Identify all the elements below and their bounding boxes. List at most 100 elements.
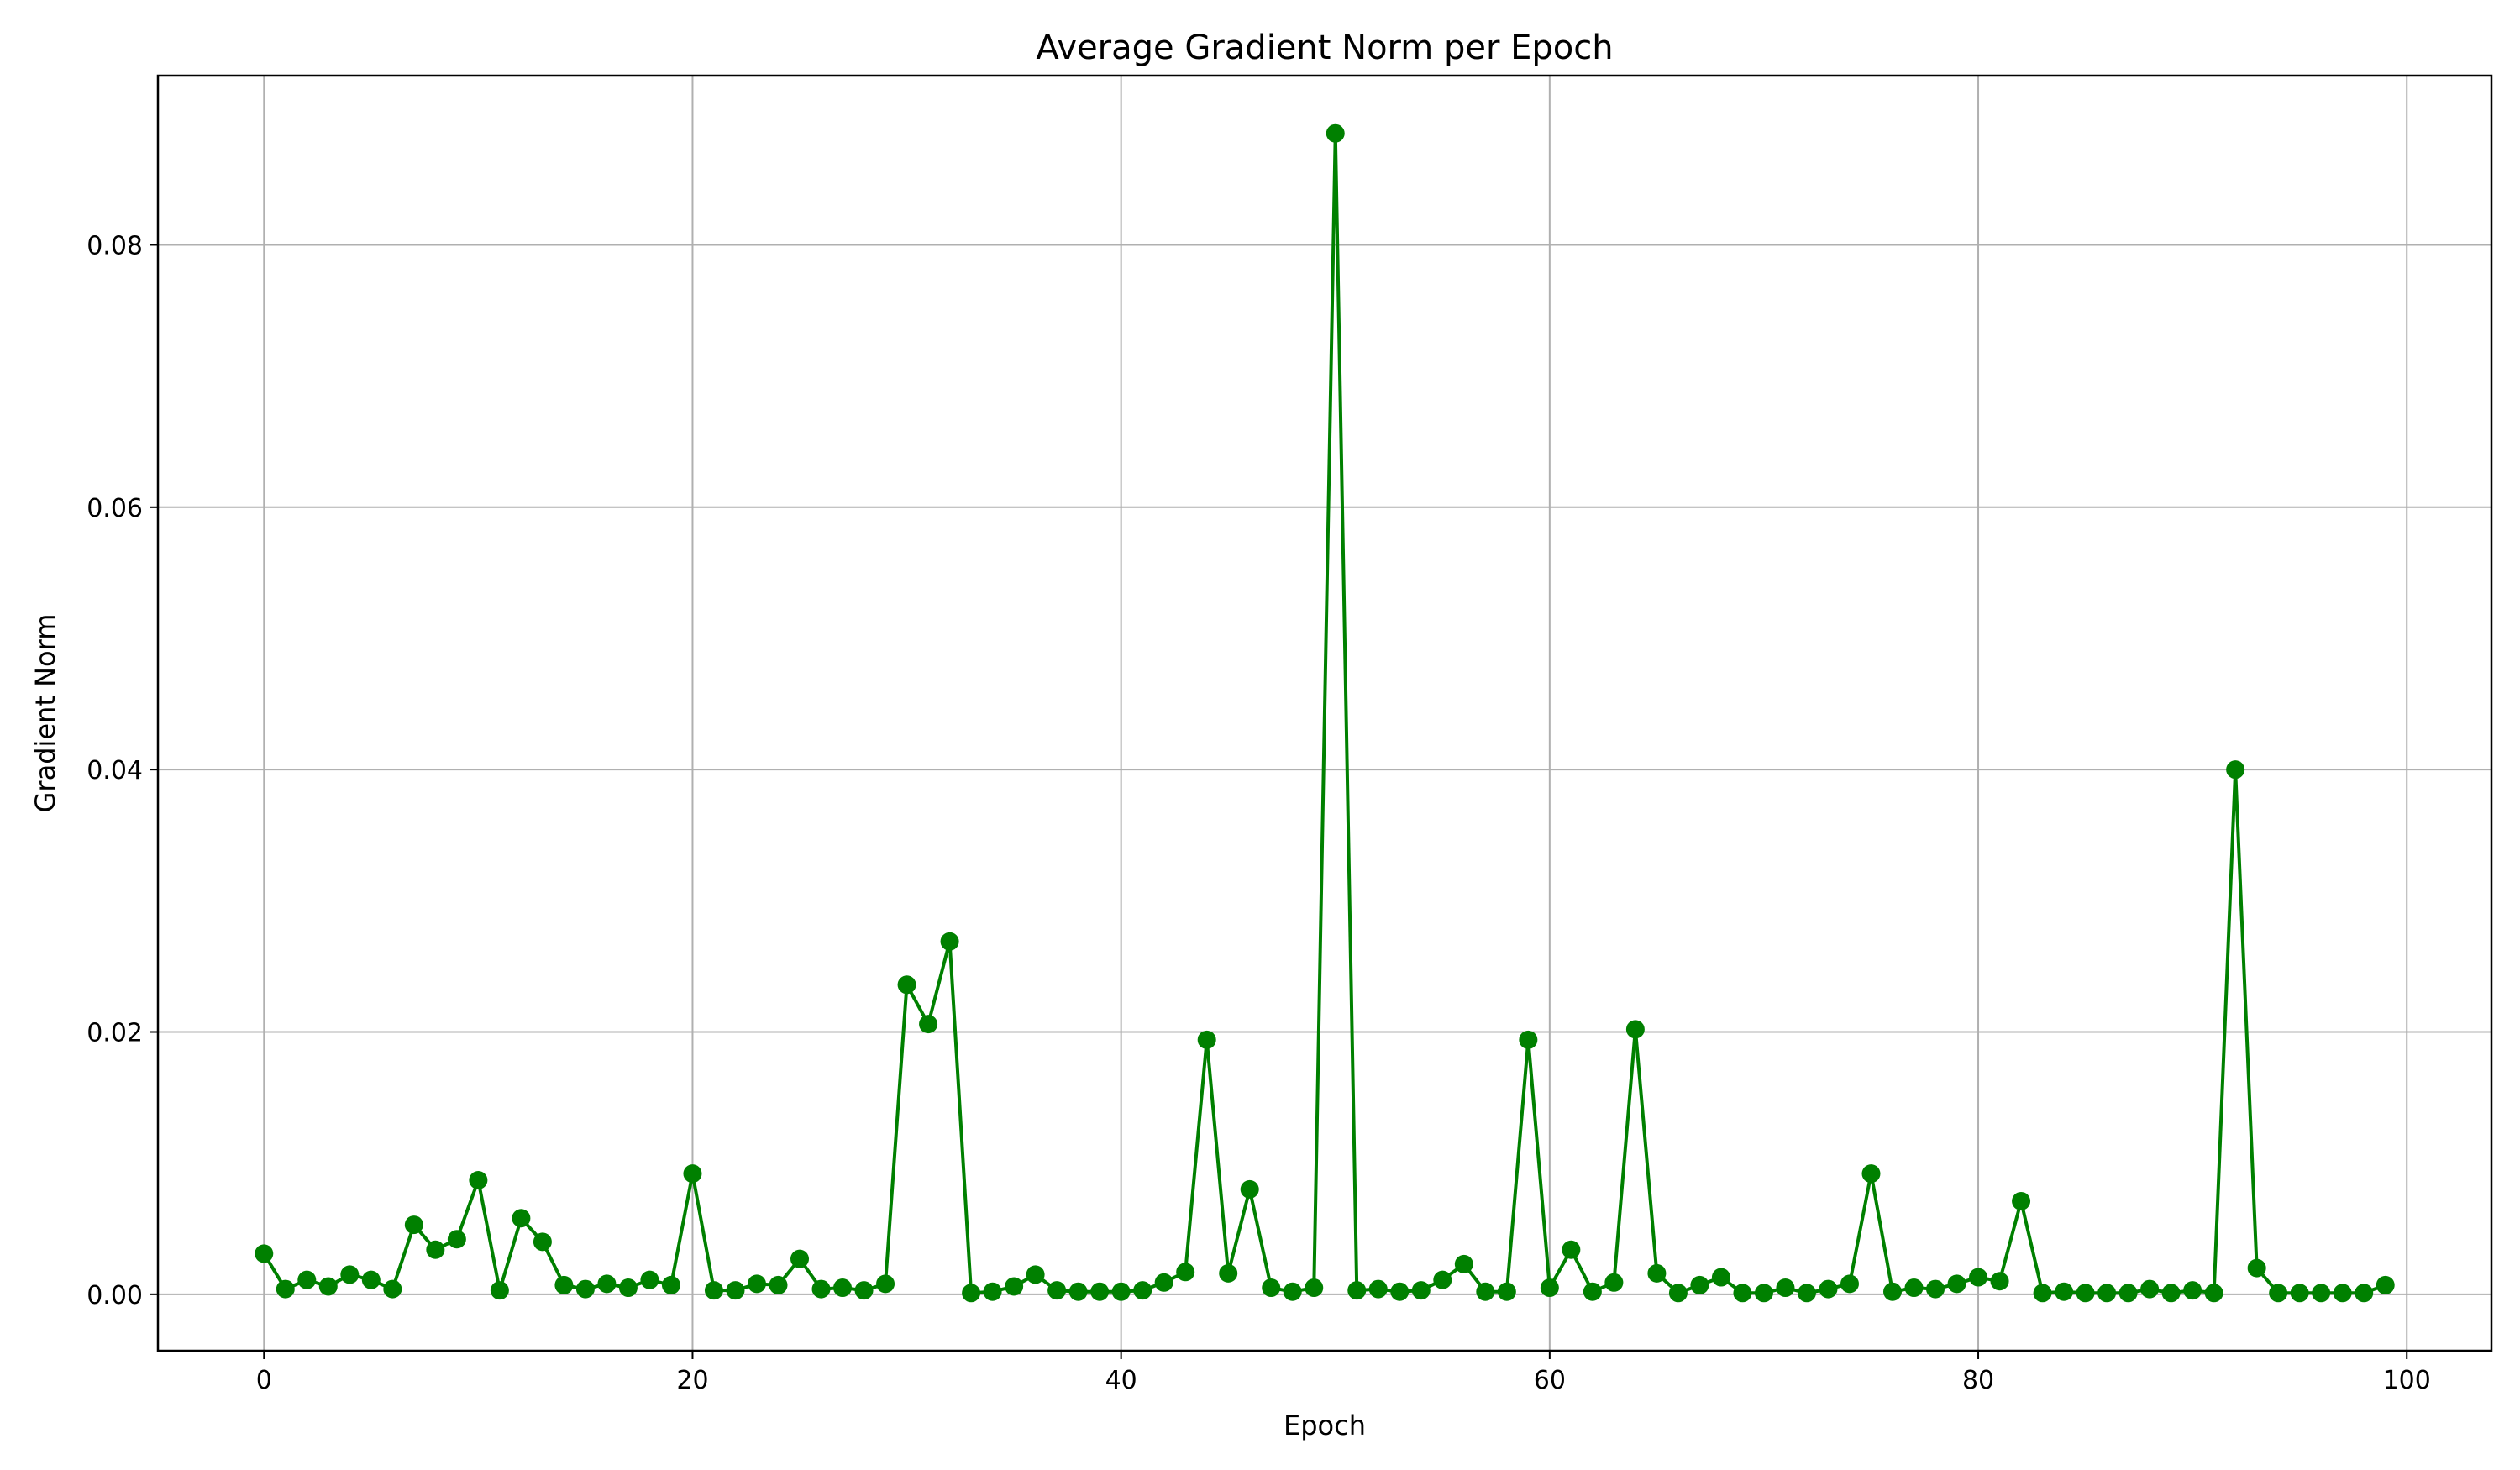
- data-point: [1540, 1278, 1559, 1298]
- data-point: [811, 1279, 831, 1299]
- data-point: [1733, 1284, 1752, 1303]
- data-point: [1947, 1274, 1966, 1294]
- data-point: [1176, 1263, 1195, 1282]
- data-point: [833, 1278, 853, 1298]
- data-point: [2033, 1284, 2052, 1303]
- y-tick-label: 0.06: [87, 494, 143, 523]
- data-point: [876, 1274, 895, 1294]
- data-point: [661, 1275, 680, 1294]
- data-point: [2076, 1284, 2095, 1303]
- data-point: [1604, 1273, 1624, 1292]
- data-point: [1519, 1030, 1538, 1049]
- data-point: [554, 1275, 574, 1294]
- chart-title: Average Gradient Norm per Epoch: [1036, 29, 1613, 67]
- data-point: [2290, 1284, 2309, 1303]
- data-point: [2333, 1284, 2352, 1303]
- data-point: [1026, 1265, 1045, 1284]
- data-point: [1668, 1284, 1688, 1303]
- data-point: [1368, 1279, 1388, 1299]
- data-point: [897, 975, 916, 995]
- data-point: [2097, 1284, 2117, 1303]
- data-point: [2055, 1282, 2074, 1301]
- data-point: [1433, 1270, 1452, 1289]
- data-point: [1711, 1268, 1730, 1287]
- y-tick-label: 0.08: [87, 231, 143, 260]
- data-point: [2183, 1281, 2202, 1300]
- data-point: [919, 1015, 938, 1034]
- data-point: [1926, 1279, 1945, 1299]
- series-line: [262, 131, 2386, 1295]
- data-point: [1840, 1274, 1859, 1294]
- data-point: [2312, 1284, 2331, 1303]
- y-tick-label: 0.00: [87, 1281, 143, 1310]
- data-point: [1305, 1278, 1324, 1298]
- data-point: [469, 1170, 488, 1189]
- data-point: [1625, 1020, 1645, 1039]
- data-point: [575, 1279, 595, 1299]
- data-point: [1883, 1282, 1903, 1301]
- data-point: [2140, 1279, 2160, 1299]
- data-point: [1819, 1279, 1838, 1299]
- data-point: [2269, 1284, 2288, 1303]
- x-tick-label: 80: [1962, 1366, 1994, 1395]
- data-point: [276, 1279, 295, 1299]
- x-tick-label: 60: [1534, 1366, 1566, 1395]
- data-point: [1797, 1284, 1816, 1303]
- data-point: [1562, 1240, 1581, 1259]
- data-point: [1411, 1281, 1431, 1300]
- data-point: [1861, 1164, 1881, 1184]
- data-point: [1154, 1273, 1173, 1292]
- data-point: [1133, 1281, 1152, 1300]
- x-tick-label: 100: [2383, 1366, 2431, 1395]
- data-point: [1583, 1282, 1602, 1301]
- data-point: [447, 1230, 466, 1249]
- data-point: [640, 1270, 659, 1289]
- data-point: [1647, 1263, 1667, 1283]
- data-point: [1754, 1284, 1773, 1303]
- data-point: [404, 1215, 423, 1235]
- data-point: [940, 932, 959, 951]
- data-point: [2161, 1284, 2181, 1303]
- data-point: [747, 1274, 766, 1294]
- data-point: [1326, 123, 1345, 143]
- data-point: [1240, 1179, 1259, 1199]
- data-point: [962, 1284, 981, 1303]
- data-point: [704, 1281, 723, 1300]
- y-axis-label: Gradient Norm: [29, 614, 61, 813]
- data-point: [1090, 1282, 1110, 1301]
- data-point: [2118, 1284, 2138, 1303]
- data-point: [340, 1265, 360, 1284]
- y-tick-label: 0.04: [87, 756, 143, 785]
- data-point: [361, 1270, 381, 1289]
- data-point: [383, 1279, 402, 1299]
- data-point: [1283, 1282, 1302, 1301]
- data-point: [2226, 760, 2245, 780]
- x-axis-label: Epoch: [1284, 1410, 1366, 1441]
- data-point: [1262, 1278, 1281, 1298]
- data-point: [426, 1240, 445, 1259]
- data-point: [2355, 1284, 2374, 1303]
- data-point: [1454, 1254, 1473, 1273]
- data-point: [1690, 1275, 1709, 1294]
- data-point: [790, 1249, 810, 1268]
- data-point: [2247, 1258, 2266, 1278]
- data-point: [854, 1281, 874, 1300]
- data-point: [2376, 1275, 2395, 1294]
- data-point: [769, 1275, 788, 1294]
- data-point: [512, 1209, 531, 1228]
- y-tick-label: 0.02: [87, 1019, 143, 1048]
- ticks: 0 20 40 60 80 100 0.00 0.02 0.04 0.06 0.08: [87, 231, 2431, 1395]
- data-point: [1904, 1278, 1924, 1298]
- x-tick-label: 0: [256, 1366, 272, 1395]
- data-point: [1197, 1030, 1216, 1049]
- data-point: [1219, 1263, 1238, 1283]
- data-point: [2204, 1284, 2223, 1303]
- data-point: [683, 1164, 702, 1184]
- data-point: [297, 1270, 317, 1289]
- data-point: [1497, 1282, 1516, 1301]
- data-point: [1047, 1281, 1067, 1300]
- data-point: [1347, 1281, 1367, 1300]
- data-point: [1776, 1278, 1795, 1298]
